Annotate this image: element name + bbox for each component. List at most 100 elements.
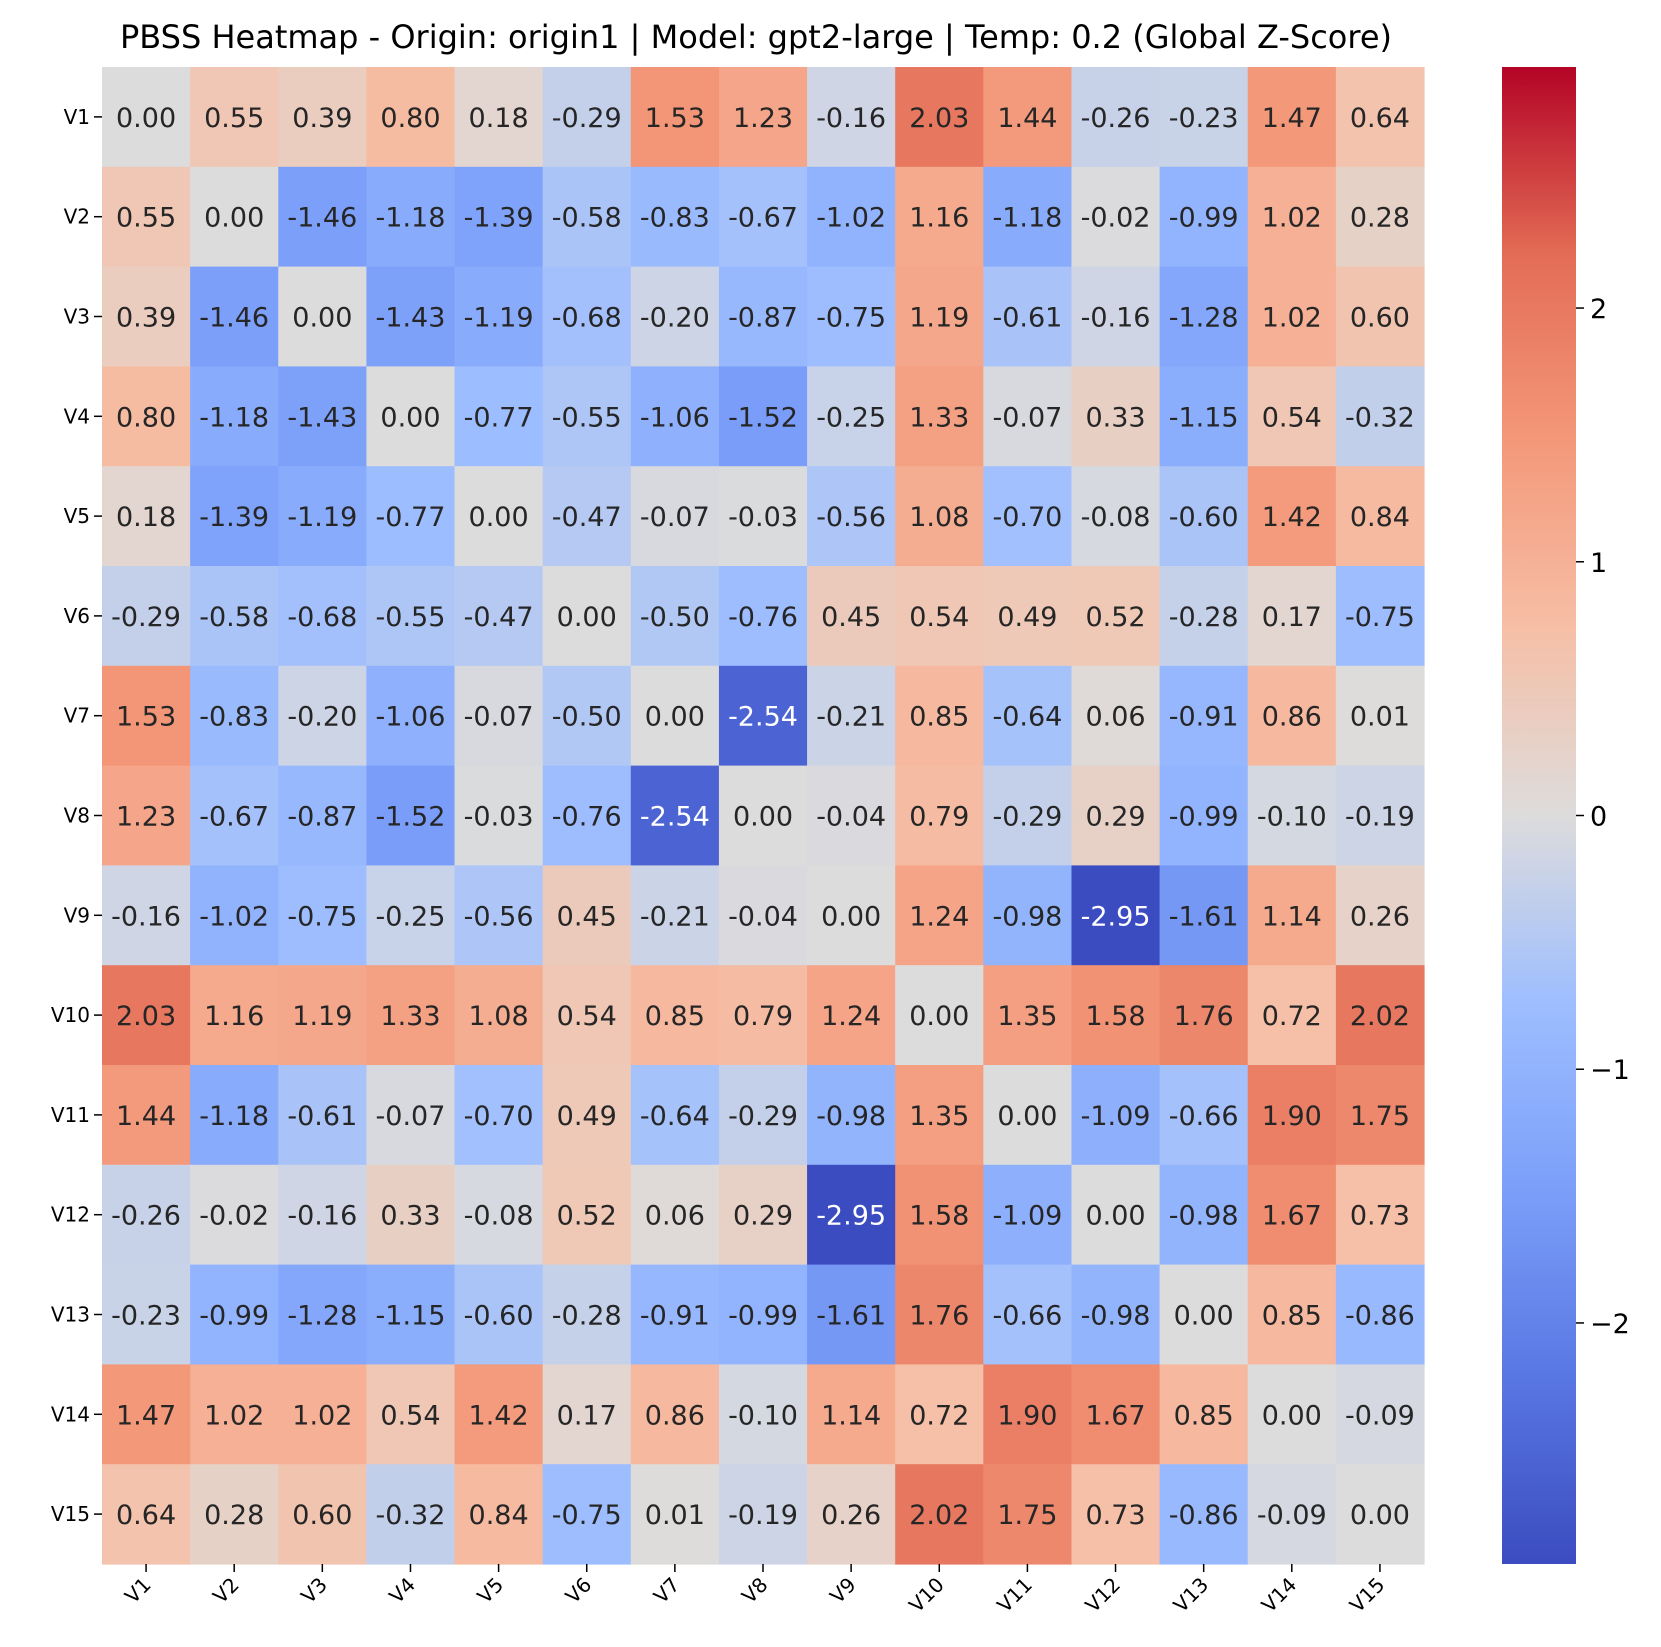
heatmap-cell — [895, 1164, 984, 1266]
heatmap-cell — [454, 1364, 544, 1465]
colorbar-tick-label: 0 — [1590, 802, 1607, 833]
heatmap-cell — [366, 865, 456, 966]
cell-value-label: 0.73 — [1350, 1201, 1410, 1232]
cell-value-label: -0.26 — [1081, 103, 1151, 134]
cell-value-label: -0.09 — [1345, 1400, 1415, 1431]
heatmap-cell — [807, 566, 896, 667]
heatmap-cell — [895, 1464, 984, 1565]
x-tick-label: V3 — [296, 1573, 332, 1609]
heatmap-cell — [895, 266, 984, 367]
heatmap-cell — [1071, 1065, 1161, 1166]
cell-value-label: 1.33 — [909, 402, 969, 433]
cell-value-label: 0.26 — [1350, 901, 1410, 932]
heatmap-cell — [102, 1164, 191, 1266]
cell-value-label: 1.19 — [292, 1001, 352, 1032]
cell-value-label: 1.02 — [1262, 303, 1322, 334]
cell-value-label: 0.17 — [557, 1400, 617, 1431]
cell-value-label: -1.43 — [287, 402, 357, 433]
y-tick-label: V15 — [51, 1502, 90, 1526]
cell-value-label: 1.35 — [909, 1101, 969, 1132]
heatmap-cell — [278, 166, 367, 268]
heatmap-cell — [366, 266, 456, 367]
cell-value-label: -0.16 — [1081, 303, 1151, 334]
cell-value-label: 0.72 — [909, 1400, 969, 1431]
heatmap-cell — [983, 1364, 1073, 1465]
heatmap-cell — [718, 1164, 808, 1266]
cell-value-label: 0.00 — [997, 1101, 1057, 1132]
cell-value-label: 0.33 — [380, 1201, 440, 1232]
heatmap-cell — [1071, 466, 1161, 567]
cell-value-label: 1.47 — [116, 1400, 176, 1431]
heatmap-cell — [895, 765, 984, 866]
cell-value-label: 0.85 — [1262, 1301, 1322, 1332]
heatmap-cell — [1071, 266, 1161, 367]
cell-value-label: -0.99 — [728, 1301, 798, 1332]
cell-value-label: 0.54 — [909, 602, 969, 633]
heatmap-cell — [102, 1065, 191, 1166]
y-tick-label: V7 — [64, 704, 90, 728]
cell-value-label: -0.50 — [640, 602, 710, 633]
heatmap-cell — [895, 466, 984, 567]
heatmap-cell — [1247, 1164, 1337, 1266]
cell-value-label: -1.18 — [199, 402, 269, 433]
heatmap-cell — [983, 765, 1073, 866]
heatmap-cell — [102, 566, 191, 667]
cell-value-label: 0.00 — [1262, 1400, 1322, 1431]
heatmap-cell — [454, 266, 544, 367]
cell-value-label: 0.00 — [1085, 1201, 1145, 1232]
heatmap-cell — [1335, 765, 1425, 866]
heatmap-cell — [807, 466, 896, 567]
heatmap-cell — [1247, 166, 1337, 268]
heatmap-cell — [630, 865, 720, 966]
heatmap-cell — [366, 765, 456, 866]
heatmap-cell — [1247, 366, 1337, 467]
cell-value-label: 1.76 — [909, 1301, 969, 1332]
heatmap-cell — [895, 865, 984, 966]
heatmap-cell — [278, 566, 367, 667]
cell-value-label: 1.16 — [204, 1001, 264, 1032]
cell-value-label: -0.23 — [111, 1301, 181, 1332]
heatmap-cell — [1159, 566, 1249, 667]
cell-value-label: 0.33 — [1085, 402, 1145, 433]
cell-value-label: -1.28 — [287, 1301, 357, 1332]
y-tick-label: V9 — [64, 903, 90, 927]
heatmap-cell — [718, 166, 808, 268]
cell-value-label: -1.15 — [376, 1301, 446, 1332]
heatmap-cell — [366, 67, 456, 168]
heatmap-cell — [454, 1164, 544, 1266]
cell-value-label: -0.55 — [552, 402, 622, 433]
cell-value-label: -0.03 — [728, 502, 798, 533]
heatmap-cell — [1071, 1164, 1161, 1266]
cell-value-label: 0.52 — [1085, 602, 1145, 633]
heatmap-cell — [1247, 865, 1337, 966]
cell-value-label: -1.02 — [816, 203, 886, 234]
heatmap-cell — [895, 1065, 984, 1166]
heatmap-cell — [102, 865, 191, 966]
cell-value-label: 1.53 — [645, 103, 705, 134]
cell-value-label: -0.75 — [287, 901, 357, 932]
cell-value-label: 0.17 — [1262, 602, 1322, 633]
cell-value-label: -1.52 — [728, 402, 798, 433]
heatmap-cell — [895, 67, 984, 168]
heatmap-cell — [278, 765, 367, 866]
cell-value-label: -0.58 — [552, 203, 622, 234]
cell-value-label: 0.60 — [292, 1500, 352, 1531]
heatmap-cell — [1335, 166, 1425, 268]
y-tick-label: V5 — [64, 504, 90, 528]
y-tick-label: V2 — [64, 205, 90, 229]
cell-value-label: -0.16 — [287, 1201, 357, 1232]
heatmap-cell — [454, 1065, 544, 1166]
cell-value-label: -2.54 — [640, 802, 710, 833]
cell-value-label: -0.83 — [640, 203, 710, 234]
cell-value-label: -1.46 — [287, 203, 357, 234]
heatmap-cell — [630, 1364, 720, 1465]
cell-value-label: -1.06 — [640, 402, 710, 433]
cell-value-label: 0.29 — [733, 1201, 793, 1232]
heatmap-cell — [630, 67, 720, 168]
heatmap-cell — [1247, 67, 1337, 168]
heatmap-cell — [102, 765, 191, 866]
heatmap-cell — [1159, 665, 1249, 767]
heatmap-cell — [1071, 1264, 1161, 1365]
cell-value-label: 0.45 — [821, 602, 881, 633]
heatmap-cell — [1335, 67, 1425, 168]
